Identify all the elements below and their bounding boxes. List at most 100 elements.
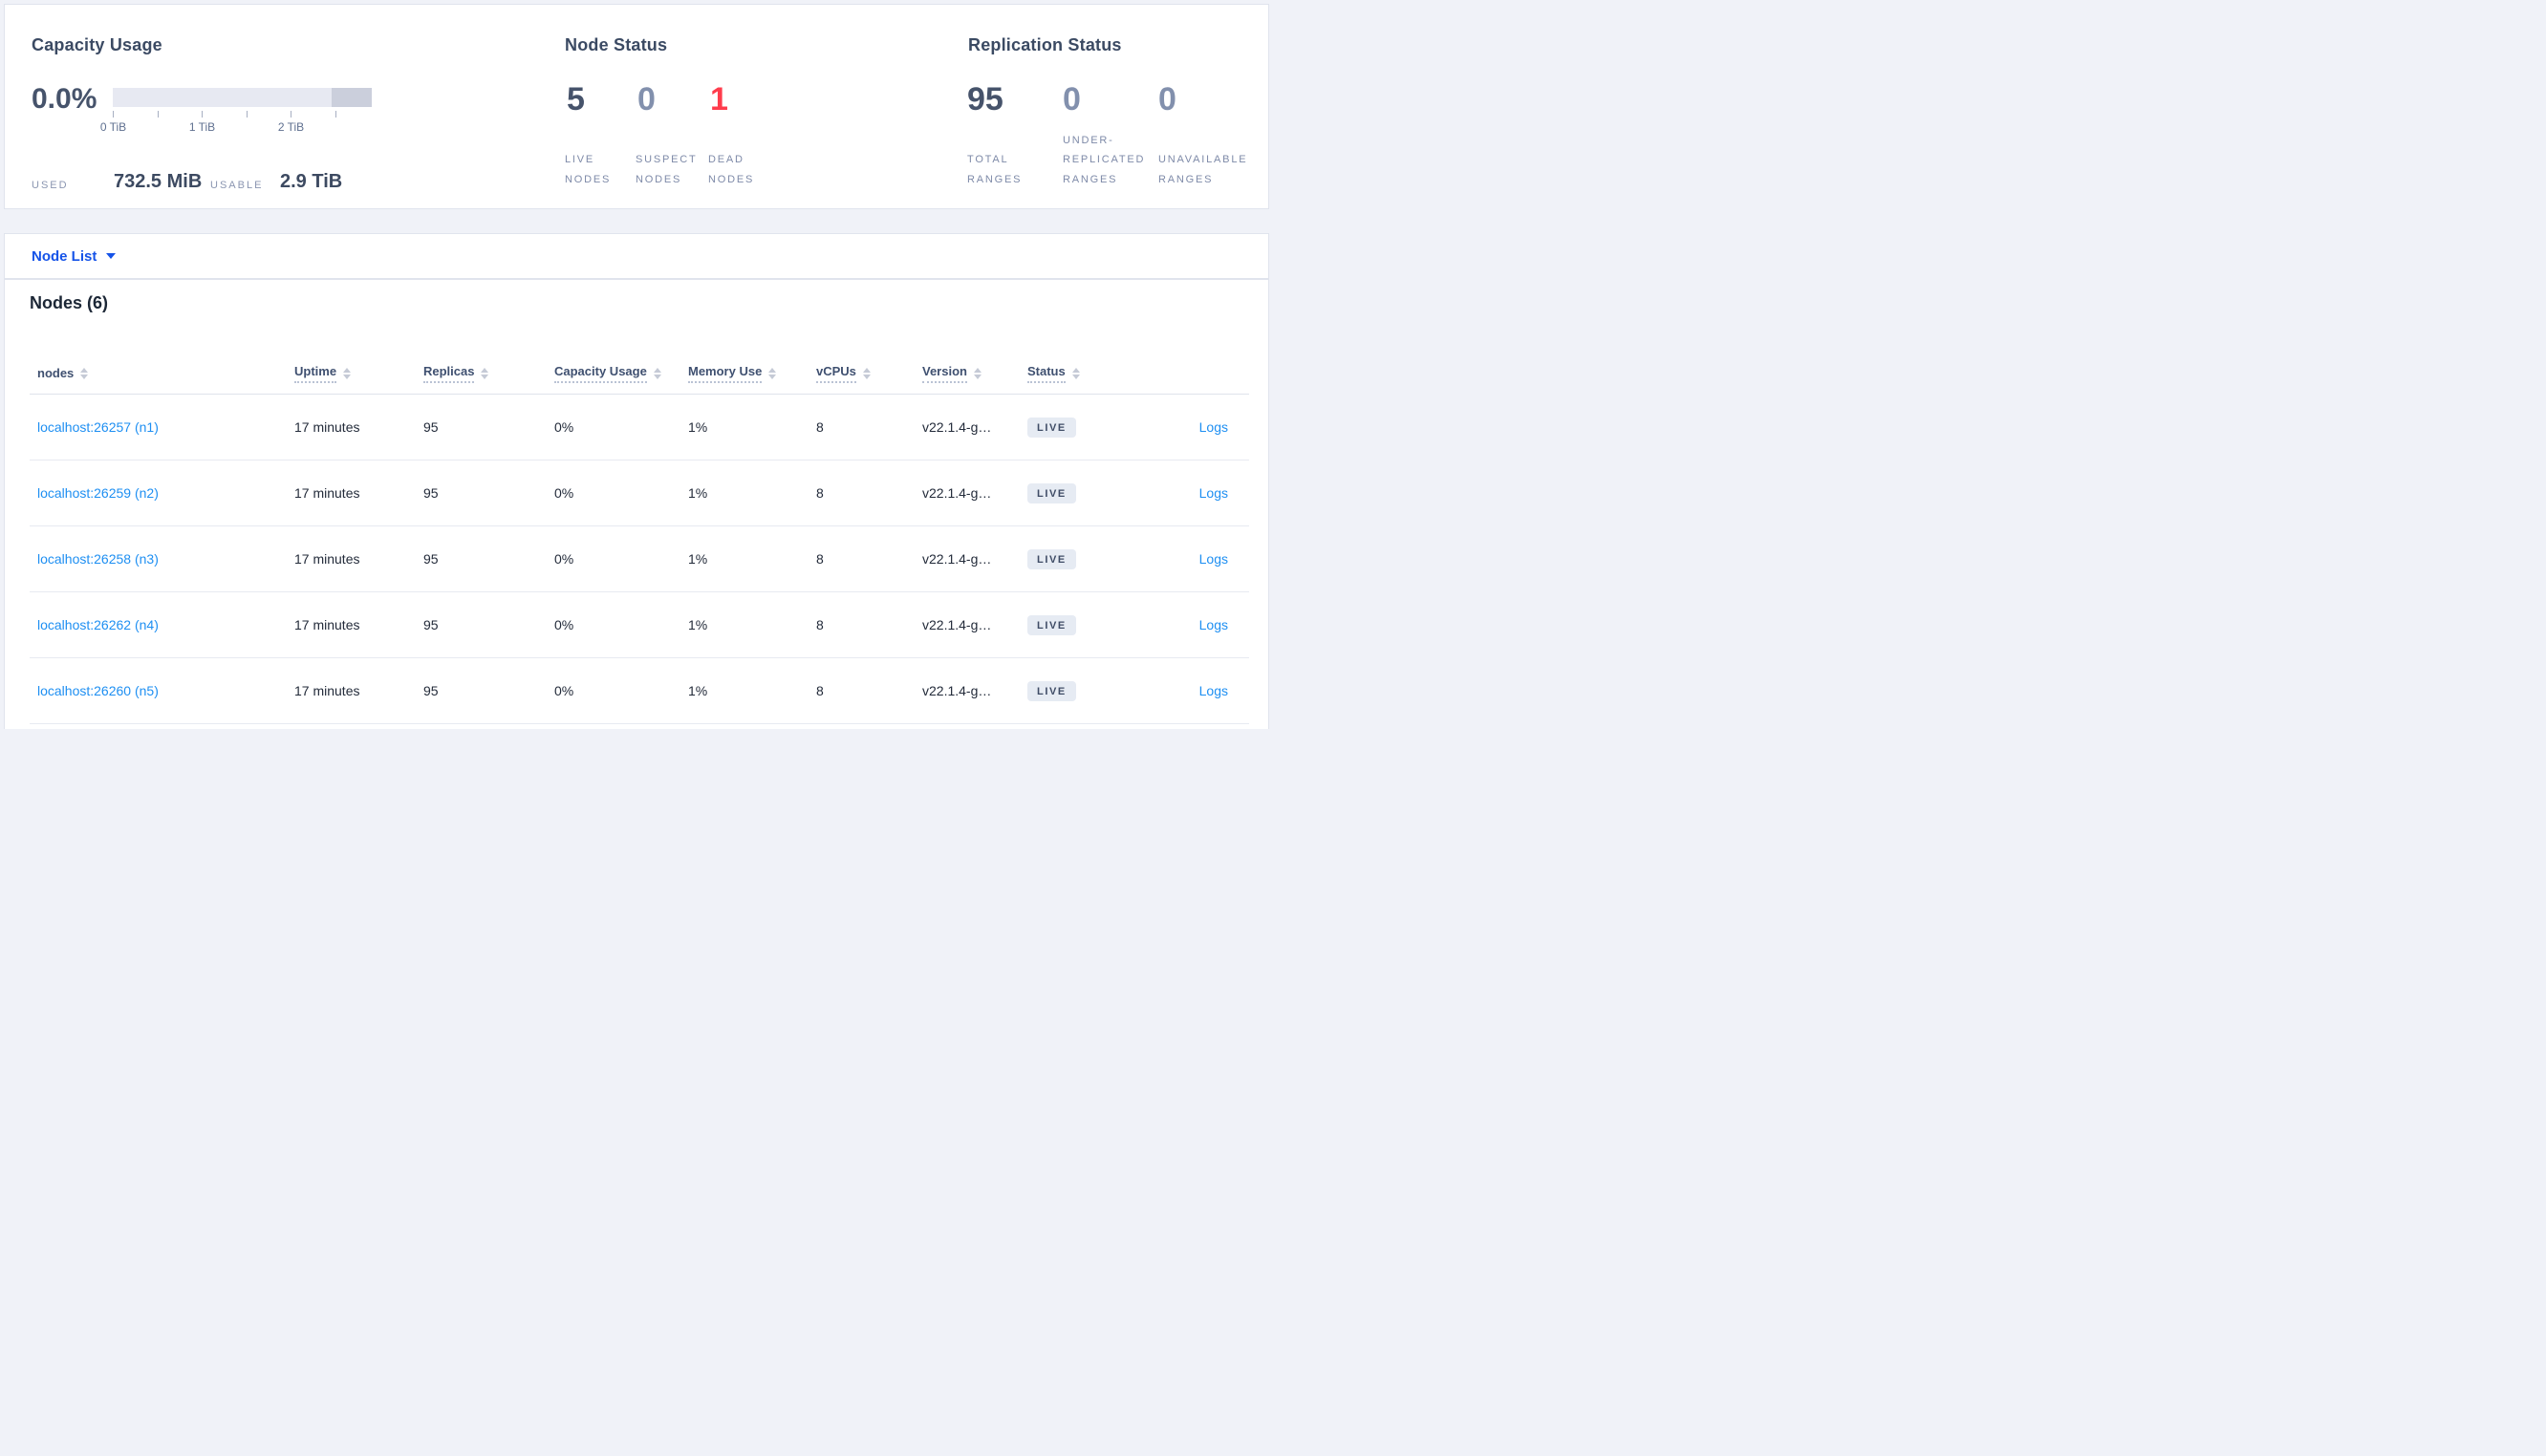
status-badge: LIVE <box>1027 614 1076 635</box>
capacity-usage-cell: 0% <box>554 551 574 567</box>
column-label: Status <box>1027 364 1066 383</box>
column-header-uptime[interactable]: Uptime <box>294 364 423 383</box>
node-link[interactable]: localhost:26260 (n5) <box>37 683 159 698</box>
unavailable-ranges-label: UNAVAILABLE RANGES <box>1158 154 1248 185</box>
nodes-heading: Nodes (6) <box>30 293 109 312</box>
capacity-usage-cell: 0% <box>554 617 574 632</box>
dead-nodes-value: 1 <box>710 81 728 118</box>
capacity-usage-cell: 0% <box>554 485 574 501</box>
version-cell: v22.1.4-g… <box>922 419 992 435</box>
status-badge: LIVE <box>1027 417 1076 438</box>
used-label: USED <box>32 180 69 191</box>
replicas-cell: 95 <box>423 419 439 435</box>
status-badge: LIVE <box>1027 548 1076 569</box>
logs-link[interactable]: Logs <box>1198 551 1228 567</box>
table-header-row: nodes Uptime Replicas Capacity Usage Mem… <box>30 353 1249 395</box>
logs-link[interactable]: Logs <box>1198 617 1228 632</box>
sort-icon <box>343 367 352 379</box>
axis-tick-label: 1 TiB <box>188 120 216 134</box>
node-link[interactable]: localhost:26262 (n4) <box>37 617 159 632</box>
usable-value: 2.9 TiB <box>280 171 343 192</box>
capacity-percent: 0.0% <box>32 83 97 115</box>
version-cell: v22.1.4-g… <box>922 617 992 632</box>
nodes-table-panel: Nodes (6) nodes Uptime Replicas Capacity… <box>4 279 1269 729</box>
uptime-cell: 17 minutes <box>294 485 360 501</box>
table-row: localhost:26262 (n4) 17 minutes 95 0% 1%… <box>30 592 1249 658</box>
replicas-cell: 95 <box>423 683 439 698</box>
uptime-cell: 17 minutes <box>294 419 360 435</box>
unavailable-ranges-value: 0 <box>1158 81 1176 118</box>
node-status-title: Node Status <box>565 35 668 54</box>
version-cell: v22.1.4-g… <box>922 485 992 501</box>
column-label: vCPUs <box>816 364 856 383</box>
version-cell: v22.1.4-g… <box>922 683 992 698</box>
vcpus-cell: 8 <box>816 551 824 567</box>
logs-link[interactable]: Logs <box>1198 485 1228 501</box>
axis-tick-label: 2 TiB <box>277 120 305 134</box>
cluster-summary-panel: Capacity Usage 0.0% 0 TiB 1 TiB 2 TiB US… <box>4 4 1269 209</box>
total-ranges-value: 95 <box>967 81 1003 118</box>
column-header-nodes[interactable]: nodes <box>37 366 294 380</box>
column-header-capacity-usage[interactable]: Capacity Usage <box>554 364 688 383</box>
live-nodes-label: LIVE NODES <box>565 154 612 185</box>
memory-use-cell: 1% <box>688 419 708 435</box>
sort-icon <box>653 367 661 379</box>
table-row: localhost:26260 (n5) 17 minutes 95 0% 1%… <box>30 658 1249 724</box>
column-label: Replicas <box>423 364 475 383</box>
column-label: Capacity Usage <box>554 364 647 383</box>
usable-label: USABLE <box>210 180 264 191</box>
column-label: Version <box>922 364 967 383</box>
under-replicated-ranges-value: 0 <box>1063 81 1081 118</box>
sort-icon <box>862 367 871 379</box>
status-badge: LIVE <box>1027 680 1076 701</box>
column-header-version[interactable]: Version <box>922 364 1027 383</box>
replication-status-title: Replication Status <box>968 35 1122 54</box>
total-ranges-label: TOTAL RANGES <box>967 154 1023 185</box>
axis-tick <box>202 111 203 118</box>
replicas-cell: 95 <box>423 485 439 501</box>
column-header-replicas[interactable]: Replicas <box>423 364 554 383</box>
capacity-bar-tail-segment <box>332 88 372 107</box>
replicas-cell: 95 <box>423 551 439 567</box>
capacity-usage-cell: 0% <box>554 419 574 435</box>
vcpus-cell: 8 <box>816 683 824 698</box>
memory-use-cell: 1% <box>688 485 708 501</box>
axis-tick <box>157 111 159 118</box>
uptime-cell: 17 minutes <box>294 683 360 698</box>
replicas-cell: 95 <box>423 617 439 632</box>
capacity-usage-cell: 0% <box>554 683 574 698</box>
table-row: localhost:26257 (n1) 17 minutes 95 0% 1%… <box>30 395 1249 460</box>
column-label: Memory Use <box>688 364 763 383</box>
used-value: 732.5 MiB <box>114 171 203 192</box>
view-selector-bar: Node List <box>4 233 1269 279</box>
live-nodes-value: 5 <box>567 81 585 118</box>
capacity-usage-title: Capacity Usage <box>32 35 162 54</box>
axis-tick <box>113 111 114 118</box>
version-cell: v22.1.4-g… <box>922 551 992 567</box>
column-label: Uptime <box>294 364 337 383</box>
uptime-cell: 17 minutes <box>294 617 360 632</box>
capacity-bar-chart <box>113 88 372 107</box>
sort-icon <box>481 367 489 379</box>
logs-link[interactable]: Logs <box>1198 683 1228 698</box>
uptime-cell: 17 minutes <box>294 551 360 567</box>
node-link[interactable]: localhost:26258 (n3) <box>37 551 159 567</box>
axis-tick <box>334 111 336 118</box>
vcpus-cell: 8 <box>816 617 824 632</box>
vcpus-cell: 8 <box>816 485 824 501</box>
node-link[interactable]: localhost:26257 (n1) <box>37 419 159 435</box>
memory-use-cell: 1% <box>688 683 708 698</box>
table-row: localhost:26259 (n2) 17 minutes 95 0% 1%… <box>30 460 1249 526</box>
column-header-status[interactable]: Status <box>1027 364 1138 383</box>
nodes-table: nodes Uptime Replicas Capacity Usage Mem… <box>30 328 1249 724</box>
memory-use-cell: 1% <box>688 617 708 632</box>
node-link[interactable]: localhost:26259 (n2) <box>37 485 159 501</box>
sort-icon <box>80 367 89 379</box>
column-header-vcpus[interactable]: vCPUs <box>816 364 922 383</box>
logs-link[interactable]: Logs <box>1198 419 1228 435</box>
suspect-nodes-label: SUSPECT NODES <box>636 154 698 185</box>
memory-use-cell: 1% <box>688 551 708 567</box>
dead-nodes-label: DEAD NODES <box>708 154 755 185</box>
column-header-memory-use[interactable]: Memory Use <box>688 364 816 383</box>
node-list-dropdown[interactable]: Node List <box>32 234 117 278</box>
